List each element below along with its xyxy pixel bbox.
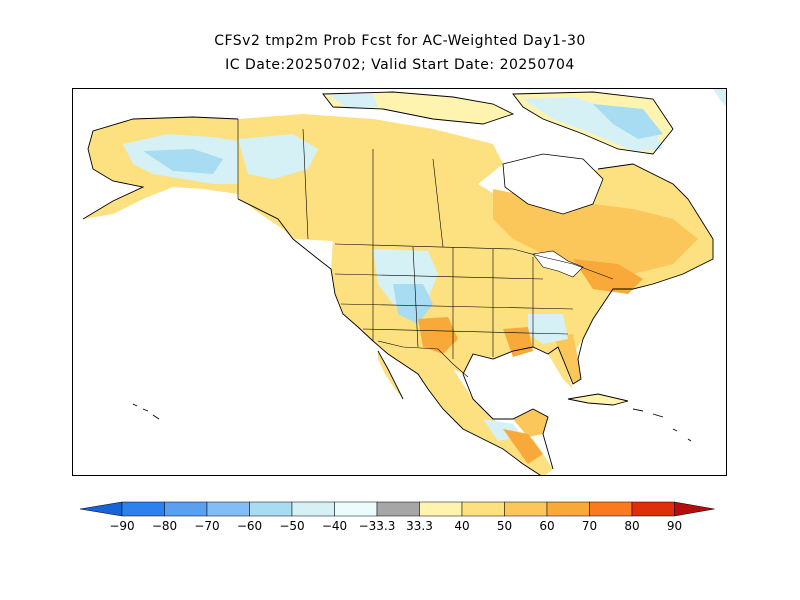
chart-title: CFSv2 tmp2m Prob Fcst for AC-Weighted Da… <box>214 33 586 49</box>
legend-labels: −90 −80 −70 −60 −50 −40 −33.3 33.3 40 50 60 70 80 90 <box>109 519 682 533</box>
political-borders <box>237 119 614 378</box>
patch-warm-east <box>573 259 643 294</box>
region-yucatan <box>513 409 548 437</box>
border-states-ew-2 <box>340 303 574 310</box>
legend-tick-label: −60 <box>237 519 262 533</box>
legend-tick-label: −33.3 <box>359 519 396 533</box>
legend-tick-label: 33.3 <box>406 519 433 533</box>
legend-segment <box>504 501 548 517</box>
patch-warm-four-corners <box>418 317 458 354</box>
region-mexico <box>373 341 553 475</box>
legend-segment <box>206 501 250 517</box>
legend-segment <box>249 501 293 517</box>
legend-tick-label: −70 <box>194 519 219 533</box>
north-america-map <box>82 89 726 475</box>
border-provinces-3 <box>432 158 444 248</box>
chart-subtitle: IC Date:20250702; Valid Start Date: 2025… <box>225 57 575 73</box>
legend-segment <box>546 501 590 517</box>
legend-colorbar: −90 −80 −70 −60 −50 −40 −33.3 33.3 40 50 60 70 80 90 <box>79 501 715 533</box>
caribbean-islands <box>632 408 692 442</box>
legend-segment <box>376 501 420 517</box>
legend-segments <box>79 501 715 517</box>
hawaii-islands <box>132 403 160 420</box>
legend-tick-label: 60 <box>539 519 554 533</box>
legend-tick-label: 70 <box>582 519 597 533</box>
legend-segment <box>461 501 505 517</box>
legend-tick-label: −80 <box>152 519 177 533</box>
patch-warm-mississippi <box>503 327 533 357</box>
legend-segment <box>164 501 208 517</box>
border-states-ew-1 <box>334 273 544 280</box>
region-florida <box>553 334 581 384</box>
border-provinces-1 <box>302 128 309 240</box>
patch-warm-central-america <box>503 429 543 464</box>
coast-arctic <box>322 91 674 155</box>
legend-segment <box>631 501 675 517</box>
legend-segment <box>589 501 633 517</box>
coastlines <box>82 91 714 475</box>
legend-segment <box>121 501 165 517</box>
legend-arrow-left <box>79 501 123 517</box>
legend-tick-label: 90 <box>667 519 682 533</box>
patch-cool-great-basin <box>393 284 433 324</box>
anomaly-patches <box>123 94 698 464</box>
legend-segment <box>291 501 335 517</box>
coast-labrador <box>597 163 714 240</box>
legend-tick-label: −90 <box>109 519 134 533</box>
hudson-bay <box>502 153 604 215</box>
patch-cool-yukon <box>238 134 318 179</box>
legend-segment <box>419 501 463 517</box>
legend-tick-label: −40 <box>322 519 347 533</box>
border-us-mexico <box>377 340 469 378</box>
border-canada-us <box>334 243 614 280</box>
border-states-ew-3 <box>362 328 569 335</box>
legend-tick-label: 80 <box>624 519 639 533</box>
coast-baja <box>377 350 404 400</box>
legend-tick-label: 40 <box>454 519 469 533</box>
legend-tick-label: −50 <box>279 519 304 533</box>
legend-arrow-right <box>674 501 715 517</box>
map-frame <box>72 88 727 476</box>
patch-cool-arctic-3 <box>593 104 663 139</box>
region-greenland-edge <box>713 89 726 107</box>
coast-atlantic <box>462 239 714 470</box>
coast-cuba <box>567 393 629 406</box>
patch-cool-alaska-core <box>143 149 223 174</box>
legend-tick-label: 50 <box>497 519 512 533</box>
patch-cool-southeast <box>528 314 568 344</box>
legend-segment <box>334 501 378 517</box>
patch-cool-arctic-2 <box>523 97 663 151</box>
patch-cool-arctic-1 <box>328 94 378 109</box>
coast-pacific <box>82 116 541 475</box>
